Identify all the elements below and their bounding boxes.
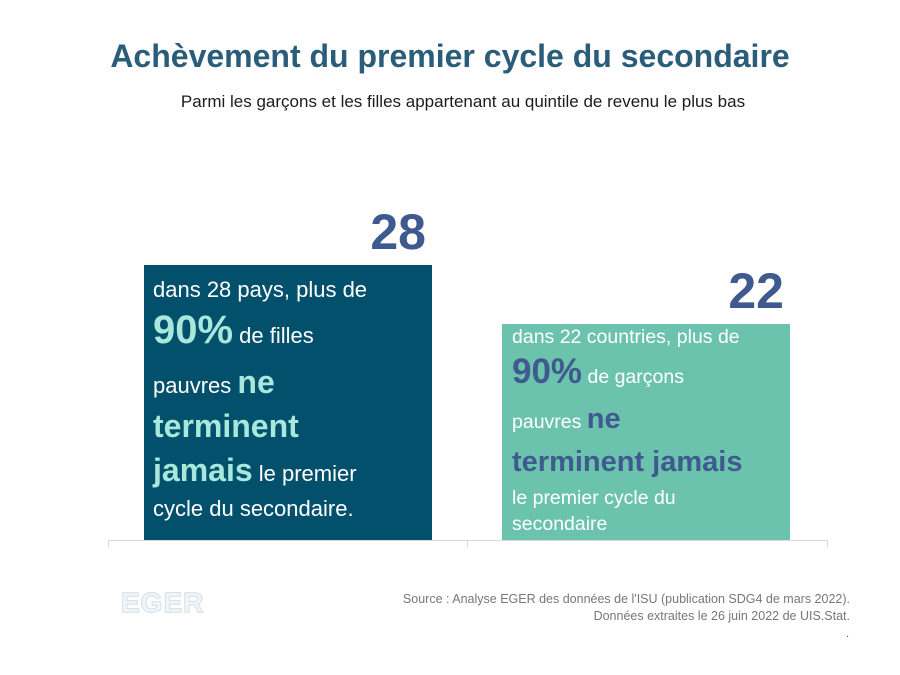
annotation-highlight-percent: 90% (512, 352, 583, 391)
annotation-text: pauvres (512, 411, 587, 433)
eger-logo: EGER EGER (120, 588, 204, 618)
annotation-highlight: terminent jamais (512, 446, 743, 478)
bar-annotation-garcons: dans 22 countries, plus de 90% de garçon… (512, 324, 792, 537)
annotation-highlight: ne (586, 403, 621, 435)
annotation-text: de garçons (582, 366, 684, 388)
chart-title: Achèvement du premier cycle du secondair… (110, 38, 790, 74)
chart-subtitle: Parmi les garçons et les filles apparten… (180, 92, 746, 111)
annotation-line: le premier cycle du (512, 487, 676, 509)
annotation-line: dans 22 countries, plus de (512, 326, 740, 348)
annotation-text: pauvres (153, 373, 238, 398)
annotation-line: secondaire (512, 513, 608, 535)
annotation-highlight: jamais (153, 452, 253, 488)
svg-text:EGER: EGER (121, 588, 204, 618)
annotation-highlight: terminent (153, 408, 299, 444)
annotation-text: le premier (252, 461, 357, 486)
bar-garcons (502, 324, 790, 540)
annotation-highlight: ne (237, 364, 275, 400)
source-line: Source : Analyse EGER des données de l'I… (402, 592, 850, 606)
x-axis-tick (827, 540, 828, 547)
annotation-line: cycle du secondaire. (153, 496, 354, 521)
bar-annotation-filles: dans 28 pays, plus de 90% de filles pauv… (153, 275, 433, 523)
source-note: Source : Analyse EGER des données de l'I… (403, 591, 850, 625)
annotation-text: de filles (233, 323, 314, 348)
annotation-highlight-percent: 90% (153, 308, 234, 352)
data-label-filles: 28 (370, 204, 426, 260)
annotation-line: dans 28 pays, plus de (153, 277, 368, 302)
x-axis-line (108, 540, 828, 541)
data-label-garcons: 22 (728, 263, 784, 319)
bar-filles (144, 265, 432, 540)
source-line: Données extraites le 26 juin 2022 de UIS… (593, 609, 850, 623)
x-axis-tick (467, 540, 468, 547)
footer-dot: . (846, 628, 850, 640)
svg-text:EGER: EGER (121, 588, 204, 618)
x-axis-tick (108, 540, 109, 547)
